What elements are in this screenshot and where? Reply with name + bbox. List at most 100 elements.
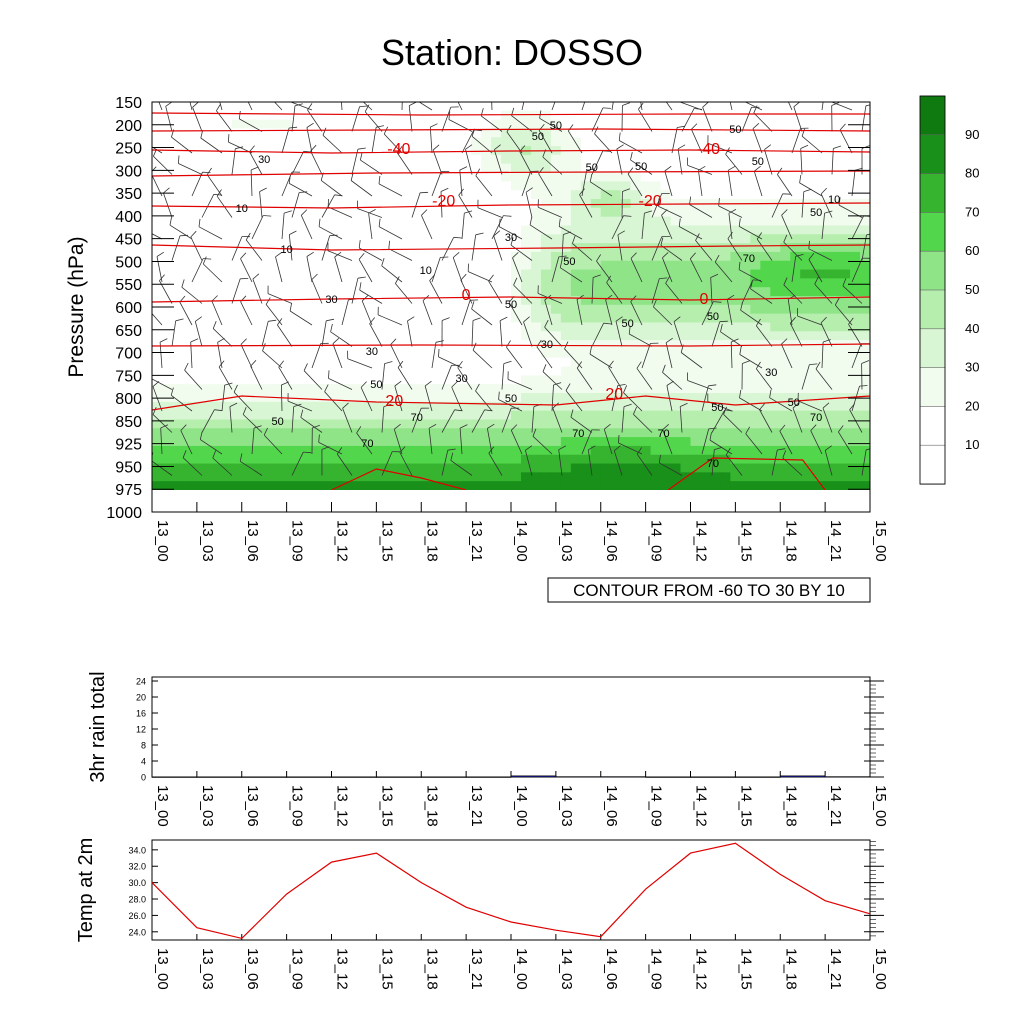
humidity-contour-label: 50: [788, 397, 800, 409]
humidity-cell: [252, 464, 263, 473]
humidity-cell: [182, 181, 193, 190]
humidity-cell: [511, 455, 522, 464]
humidity-cell: [282, 111, 293, 120]
humidity-cell: [611, 278, 622, 287]
humidity-cell: [252, 314, 263, 323]
humidity-cell: [461, 384, 472, 393]
humidity-cell: [371, 481, 382, 490]
humidity-cell: [431, 419, 442, 428]
humidity-cell: [391, 481, 402, 490]
humidity-cell: [351, 234, 362, 243]
colorbar-tick-label: 60: [965, 243, 979, 258]
humidity-cell: [172, 181, 183, 190]
humidity-cell: [710, 234, 721, 243]
humidity-cell: [830, 314, 841, 323]
humidity-cell: [292, 155, 303, 164]
humidity-cell: [371, 428, 382, 437]
humidity-cell: [381, 481, 392, 490]
rain-bar: [466, 777, 511, 778]
humidity-cell: [351, 464, 362, 473]
time-tick-label: 13_15: [378, 520, 395, 562]
humidity-cell: [730, 437, 741, 446]
humidity-cell: [192, 155, 203, 164]
humidity-cell: [750, 384, 761, 393]
humidity-cell: [202, 481, 213, 490]
humidity-cell: [700, 472, 711, 481]
humidity-cell: [591, 340, 602, 349]
humidity-cell: [621, 411, 632, 420]
humidity-cell: [282, 375, 293, 384]
humidity-cell: [262, 190, 273, 199]
humidity-cell: [322, 305, 333, 314]
humidity-cell: [770, 287, 781, 296]
humidity-cell: [671, 102, 682, 111]
humidity-cell: [381, 190, 392, 199]
humidity-cell: [700, 181, 711, 190]
humidity-cell: [581, 208, 592, 217]
humidity-cell: [351, 181, 362, 190]
humidity-cell: [860, 331, 871, 340]
humidity-cell: [232, 261, 243, 270]
humidity-cell: [840, 411, 851, 420]
humidity-cell: [292, 270, 303, 279]
humidity-cell: [351, 367, 362, 376]
humidity-cell: [481, 349, 492, 358]
humidity-cell: [242, 367, 253, 376]
humidity-cell: [720, 296, 731, 305]
humidity-cell: [830, 411, 841, 420]
humidity-cell: [361, 296, 372, 305]
humidity-cell: [790, 173, 801, 182]
humidity-cell: [371, 402, 382, 411]
humidity-cell: [790, 287, 801, 296]
humidity-cell: [341, 349, 352, 358]
humidity-cell: [700, 358, 711, 367]
humidity-contour-label: 30: [541, 339, 553, 351]
humidity-cell: [461, 199, 472, 208]
humidity-cell: [471, 481, 482, 490]
humidity-cell: [730, 173, 741, 182]
humidity-cell: [461, 243, 472, 252]
wind-barb-feather: [329, 370, 330, 378]
temperature-contour-label: 20: [605, 386, 623, 403]
humidity-cell: [770, 217, 781, 226]
humidity-cell: [162, 464, 173, 473]
humidity-cell: [292, 102, 303, 111]
humidity-cell: [681, 296, 692, 305]
humidity-cell: [730, 278, 741, 287]
humidity-cell: [411, 155, 422, 164]
humidity-cell: [840, 455, 851, 464]
humidity-cell: [312, 384, 323, 393]
humidity-cell: [182, 367, 193, 376]
humidity-cell: [232, 314, 243, 323]
humidity-cell: [222, 261, 233, 270]
humidity-cell: [481, 446, 492, 455]
humidity-cell: [391, 111, 402, 120]
humidity-cell: [461, 181, 472, 190]
humidity-cell: [671, 428, 682, 437]
humidity-cell: [581, 358, 592, 367]
humidity-cell: [361, 455, 372, 464]
humidity-cell: [222, 481, 233, 490]
humidity-cell: [391, 173, 402, 182]
humidity-cell: [770, 446, 781, 455]
humidity-cell: [551, 287, 562, 296]
humidity-cell: [541, 472, 552, 481]
humidity-cell: [322, 217, 333, 226]
humidity-cell: [451, 411, 462, 420]
humidity-cell: [651, 111, 662, 120]
humidity-cell: [651, 358, 662, 367]
humidity-cell: [601, 199, 612, 208]
humidity-cell: [361, 428, 372, 437]
humidity-cell: [561, 155, 572, 164]
humidity-contour-label: 50: [586, 162, 598, 174]
humidity-cell: [691, 181, 702, 190]
humidity-cell: [840, 270, 851, 279]
humidity-cell: [351, 217, 362, 226]
humidity-cell: [212, 155, 223, 164]
humidity-cell: [371, 173, 382, 182]
humidity-cell: [750, 243, 761, 252]
humidity-cell: [451, 349, 462, 358]
humidity-cell: [691, 411, 702, 420]
humidity-cell: [840, 261, 851, 270]
humidity-cell: [461, 446, 472, 455]
